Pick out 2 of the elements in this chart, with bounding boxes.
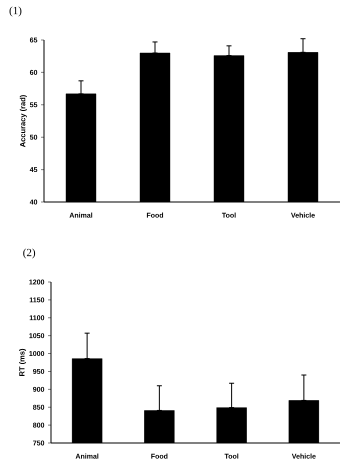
chart-title: (2) <box>23 248 36 258</box>
chart-title: (1) <box>10 6 22 16</box>
